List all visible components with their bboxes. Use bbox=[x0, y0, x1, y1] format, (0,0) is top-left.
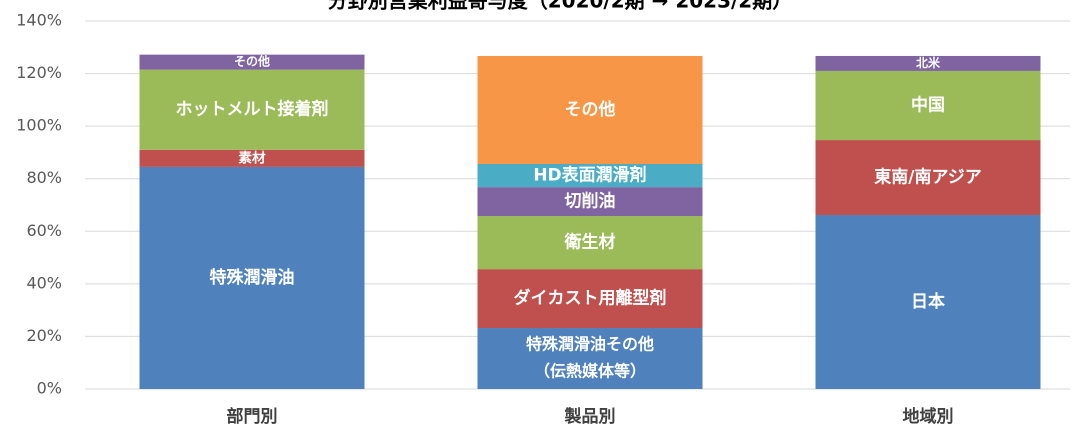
x-tick-label: 製品別 bbox=[564, 406, 616, 427]
segment-label: ダイカスト用離型剤 bbox=[514, 288, 667, 309]
bar-segment bbox=[477, 55, 703, 164]
segment-label: （伝熱媒体等） bbox=[534, 362, 646, 381]
bar-segment bbox=[477, 163, 703, 188]
bar-segment bbox=[139, 166, 365, 389]
bar-segment bbox=[477, 328, 703, 389]
bar-segment bbox=[815, 140, 1041, 215]
segment-label: 中国 bbox=[911, 95, 945, 116]
y-tick-label: 120% bbox=[16, 63, 62, 82]
segment-label: ホットメルト接着剤 bbox=[176, 99, 329, 120]
x-tick-label: 地域別 bbox=[903, 406, 954, 427]
y-tick-label: 80% bbox=[26, 168, 62, 187]
chart-title: 分野別営業利益寄与度（2020/2期 → 2023/2期） bbox=[328, 0, 792, 13]
bar-segment bbox=[139, 149, 365, 167]
bar-segment bbox=[139, 54, 365, 70]
bar-segment bbox=[815, 214, 1041, 389]
bar-segment bbox=[815, 55, 1041, 71]
x-tick-label: 部門別 bbox=[227, 406, 278, 427]
bar-segment bbox=[477, 216, 703, 270]
y-tick-label: 140% bbox=[16, 11, 62, 30]
y-tick-label: 100% bbox=[16, 116, 62, 135]
bar-segment bbox=[477, 187, 703, 217]
bar-segment bbox=[139, 69, 365, 150]
segment-label: 衛生材 bbox=[564, 232, 616, 253]
segment-label: HD表面潤滑剤 bbox=[533, 165, 646, 186]
segment-label: 東南/南アジア bbox=[874, 167, 982, 188]
y-tick-label: 0% bbox=[37, 379, 62, 398]
segment-label: 日本 bbox=[911, 291, 945, 312]
bar-segment bbox=[477, 269, 703, 329]
segment-label: 切削油 bbox=[565, 191, 616, 212]
y-tick-label: 60% bbox=[26, 221, 62, 240]
y-tick-label: 20% bbox=[26, 326, 62, 345]
segment-label: 特殊潤滑油その他 bbox=[526, 335, 654, 354]
segment-label: その他 bbox=[565, 99, 616, 120]
y-tick-label: 40% bbox=[26, 273, 62, 292]
segment-label: その他 bbox=[234, 54, 270, 69]
segment-label: 北米 bbox=[916, 55, 941, 70]
segment-label: 特殊潤滑油 bbox=[210, 267, 295, 288]
bar-segment bbox=[815, 70, 1041, 141]
segment-label: 素材 bbox=[238, 149, 266, 166]
